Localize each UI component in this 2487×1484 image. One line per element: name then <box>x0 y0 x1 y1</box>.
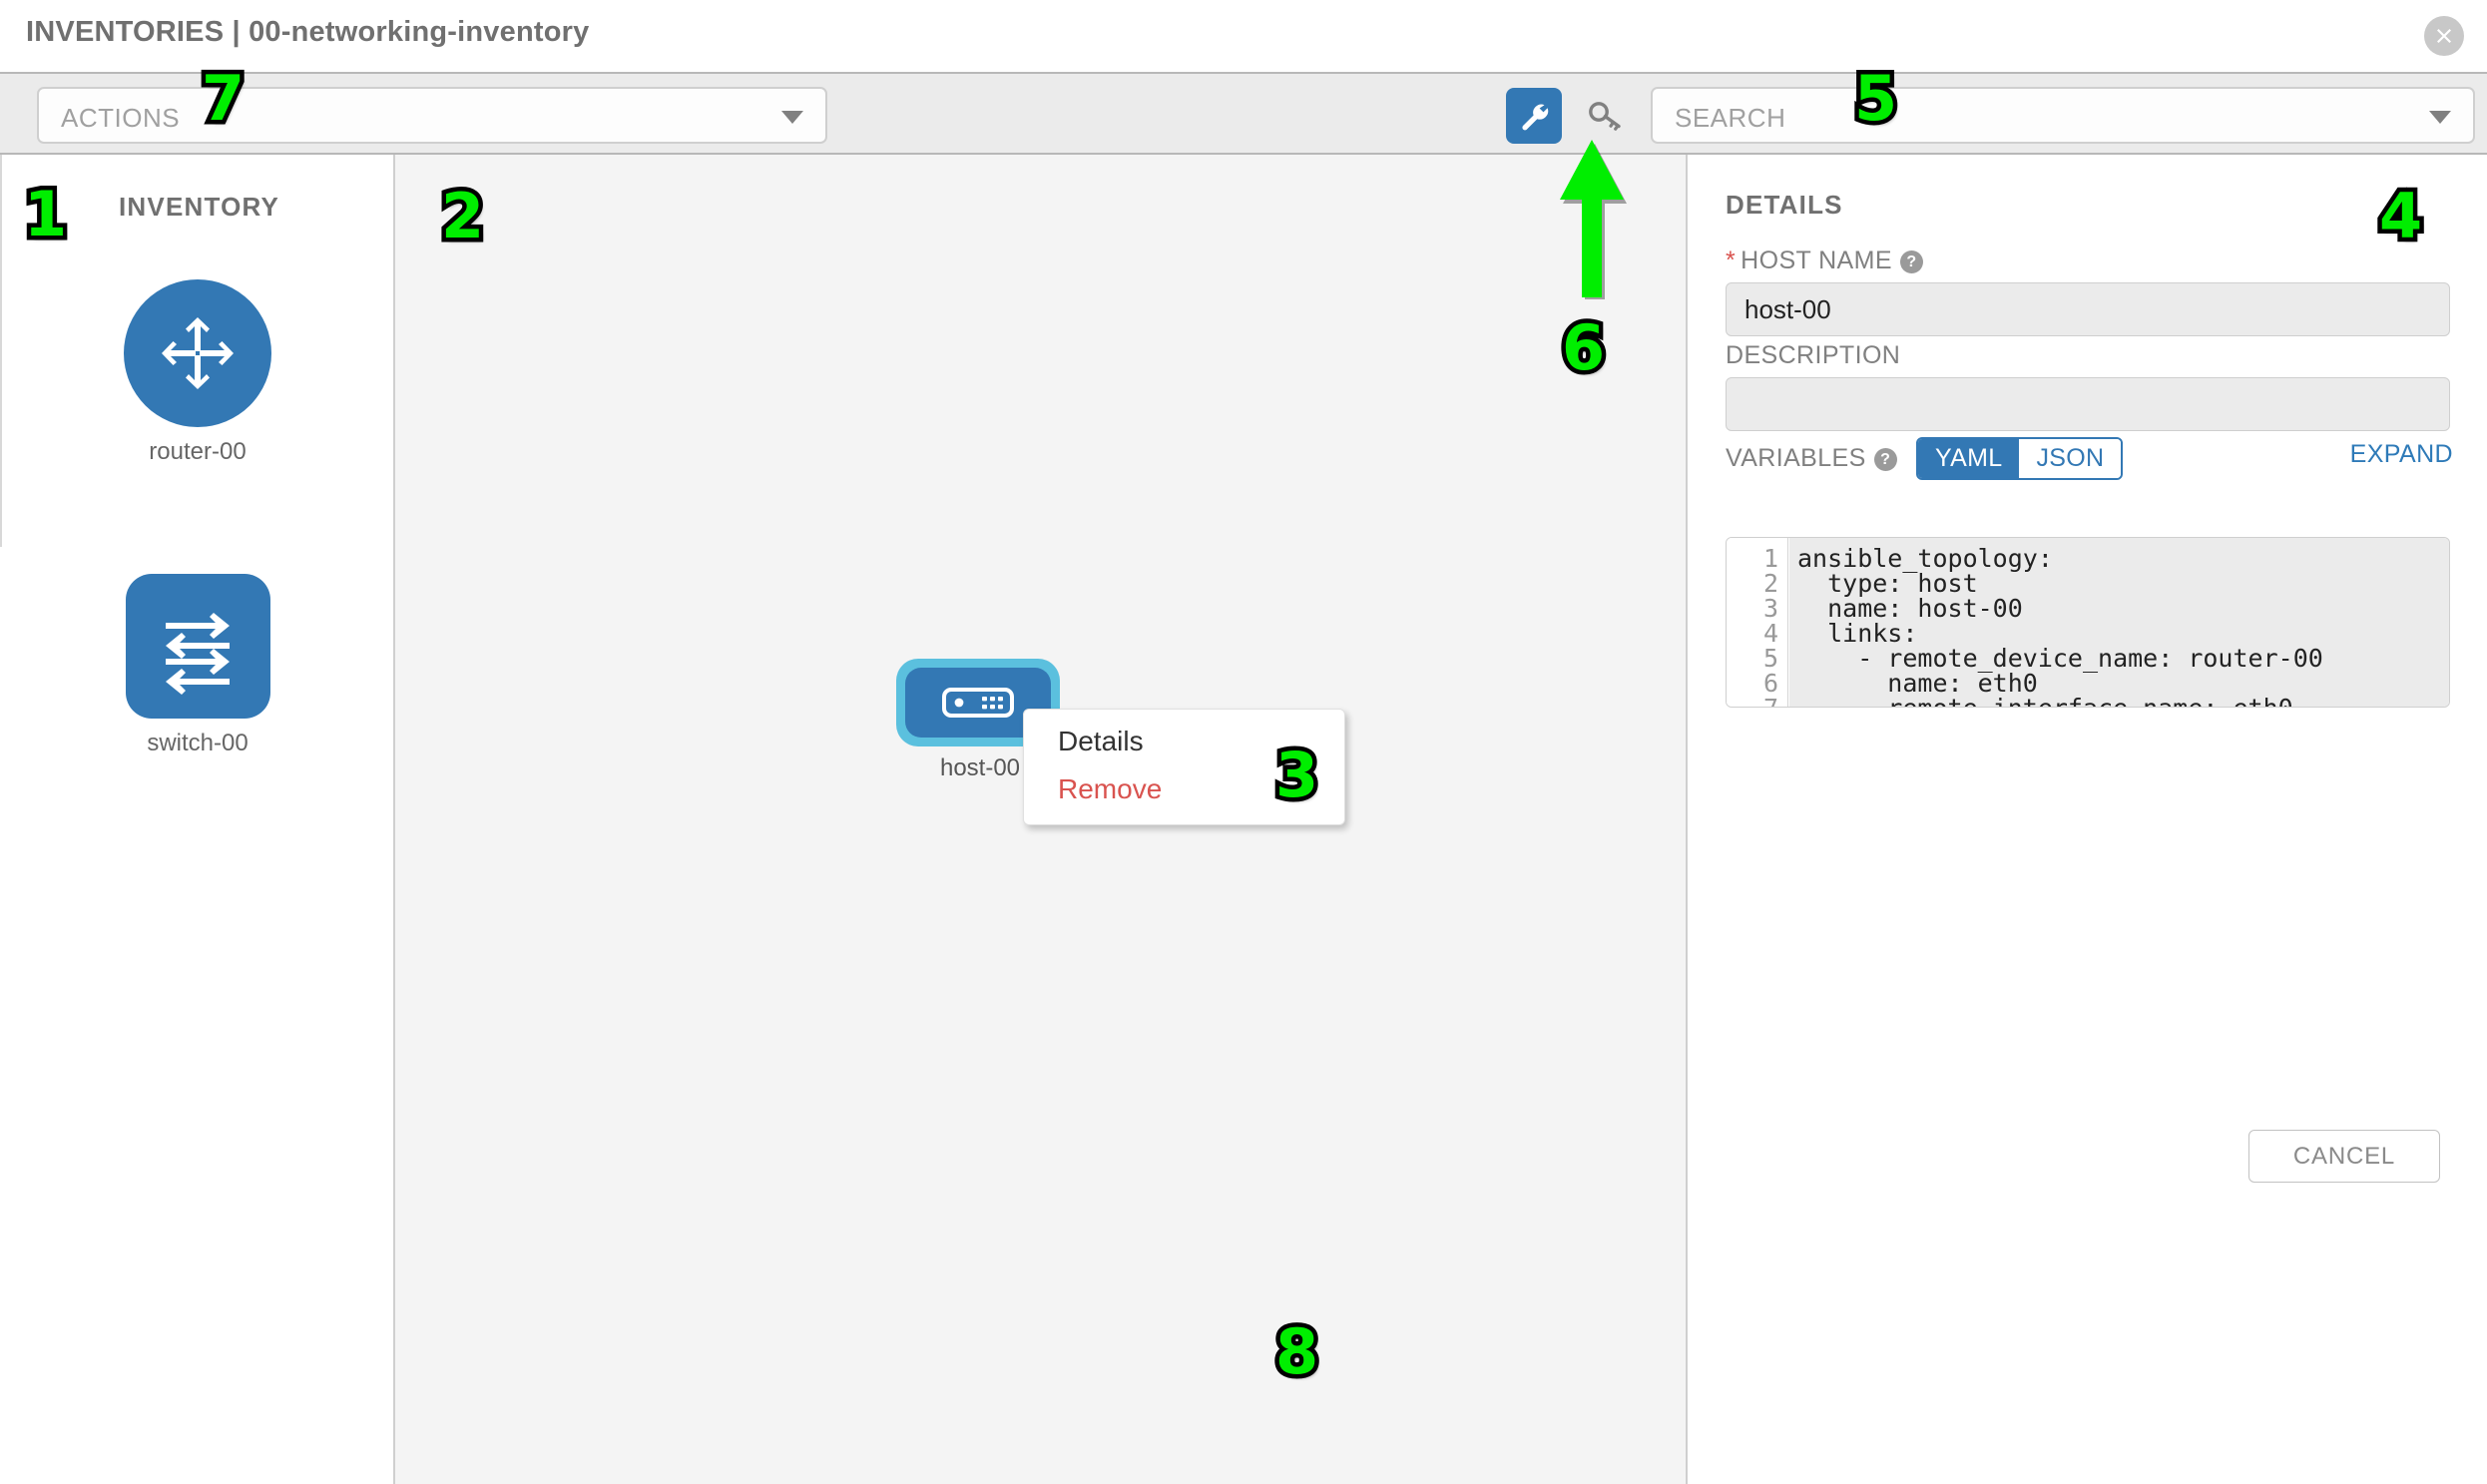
toggle-yaml[interactable]: YAML <box>1918 439 2020 478</box>
window-titlebar: INVENTORIES | 00-networking-inventory <box>0 0 2487 72</box>
search-input[interactable]: SEARCH <box>1651 87 2475 144</box>
variables-label: VARIABLES? <box>1726 444 1897 473</box>
context-menu-item-details[interactable]: Details <box>1058 726 1144 756</box>
sidebar-item-label: switch-00 <box>147 730 249 756</box>
code-line: remote_interface_name: eth0 <box>1797 694 2292 707</box>
key-icon[interactable] <box>1577 88 1633 144</box>
line-number: 7 <box>1763 694 1778 707</box>
editor-gutter: 1 2 3 4 5 6 7 <box>1727 538 1788 707</box>
required-marker: * <box>1726 247 1737 274</box>
code-line: type: host <box>1797 569 1978 598</box>
router-icon <box>124 279 271 427</box>
code-line: name: eth0 <box>1797 669 2038 698</box>
wrench-icon[interactable] <box>1506 88 1562 144</box>
variables-label-text: VARIABLES <box>1726 444 1866 472</box>
code-line: ansible_topology: <box>1797 544 2053 573</box>
line-number: 4 <box>1762 619 1778 648</box>
code-line: links: <box>1797 619 1918 648</box>
details-title: DETAILS <box>1726 190 1843 220</box>
code-line: - remote_device_name: router-00 <box>1797 644 2323 673</box>
node-selection-ring <box>896 659 1060 746</box>
line-number: 5 <box>1762 644 1778 673</box>
context-menu: Details Remove <box>1023 709 1345 825</box>
actions-dropdown[interactable]: ACTIONS <box>37 87 827 144</box>
line-number: 6 <box>1762 669 1778 698</box>
page-title: INVENTORIES | 00-networking-inventory <box>26 16 590 48</box>
question-mark-icon[interactable]: ? <box>1899 249 1923 273</box>
actions-dropdown-label: ACTIONS <box>61 103 181 133</box>
variables-editor[interactable]: 1 2 3 4 5 6 7 ansible_topology: type: ho… <box>1726 537 2450 708</box>
question-mark-icon[interactable]: ? <box>1873 447 1897 471</box>
search-placeholder: SEARCH <box>1675 103 1786 133</box>
host-name-label-text: HOST NAME <box>1741 247 1892 274</box>
chevron-down-icon <box>781 111 803 124</box>
topology-canvas[interactable]: host-00 120% <box>395 155 1688 1484</box>
variables-header-row: VARIABLES? YAML JSON EXPAND <box>1690 436 2487 480</box>
line-number: 2 <box>1762 569 1778 598</box>
description-label: DESCRIPTION <box>1726 341 1901 369</box>
inventory-sidebar: INVENTORY router-00 <box>0 155 395 1484</box>
cancel-button[interactable]: CANCEL <box>2248 1130 2440 1183</box>
sidebar-item-switch-00[interactable]: switch-00 <box>98 574 297 757</box>
toolbar: ACTIONS SEARCH <box>0 72 2487 155</box>
sidebar-item-router-00[interactable]: router-00 <box>98 279 297 466</box>
sidebar-title: INVENTORY <box>119 192 280 222</box>
sidebar-item-label: router-00 <box>149 438 247 465</box>
code-line: name: host-00 <box>1797 594 2023 623</box>
line-number: 3 <box>1762 594 1778 623</box>
sidebar-divider <box>0 155 2 547</box>
line-number: 1 <box>1762 544 1778 573</box>
server-device-icon <box>905 668 1051 738</box>
host-name-label: * HOST NAME? <box>1726 247 1923 275</box>
details-panel: DETAILS * HOST NAME? host-00 DESCRIPTION … <box>1690 155 2487 1484</box>
close-icon[interactable] <box>2424 16 2464 56</box>
editor-code-area[interactable]: ansible_topology: type: host name: host-… <box>1789 538 2449 707</box>
chevron-down-icon <box>2429 111 2451 124</box>
description-field[interactable] <box>1726 377 2450 431</box>
expand-link[interactable]: EXPAND <box>2349 440 2453 468</box>
host-name-field[interactable]: host-00 <box>1726 282 2450 336</box>
switch-icon <box>125 574 270 719</box>
variables-format-toggle[interactable]: YAML JSON <box>1916 437 2124 480</box>
context-menu-item-remove[interactable]: Remove <box>1058 773 1163 804</box>
toggle-json[interactable]: JSON <box>2019 439 2122 478</box>
